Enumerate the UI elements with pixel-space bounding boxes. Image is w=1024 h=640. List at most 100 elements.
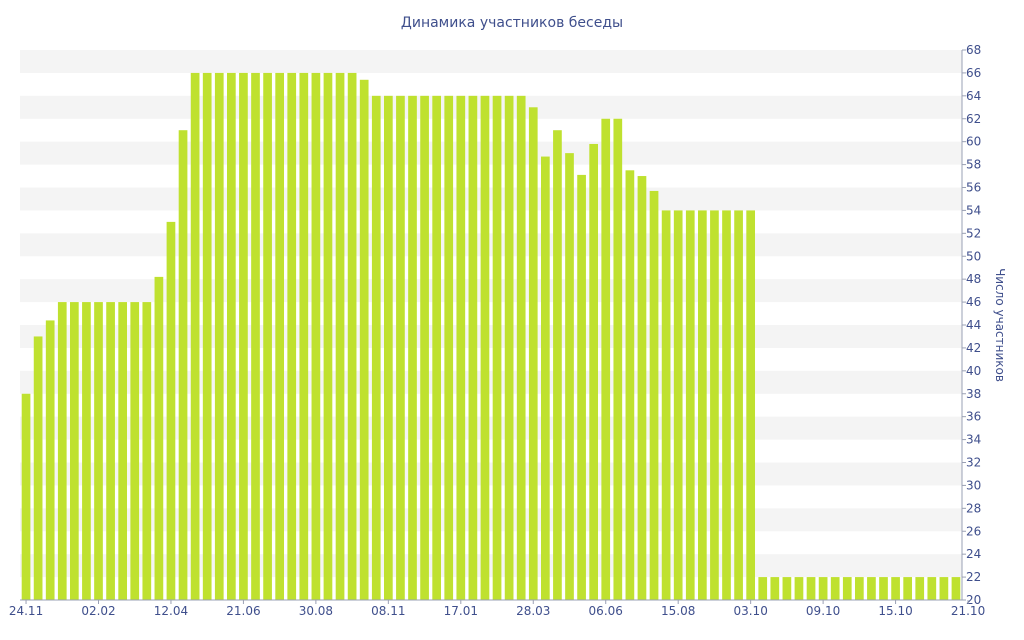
bars [21, 72, 961, 601]
bar [214, 72, 224, 601]
bar [516, 95, 526, 600]
y-tick-label: 38 [966, 387, 981, 401]
grid-band [20, 233, 962, 257]
bar [758, 577, 768, 600]
bar [842, 577, 852, 600]
x-tick-label: 17.01 [444, 604, 478, 618]
bar [903, 577, 913, 600]
bar [82, 302, 91, 600]
bar [202, 72, 212, 601]
bar [166, 221, 176, 601]
y-tick-label: 66 [966, 66, 981, 80]
y-tick-label: 64 [966, 89, 981, 103]
bar [613, 118, 623, 600]
bar [468, 95, 478, 600]
bar [190, 72, 200, 601]
bar [782, 577, 792, 600]
bar [154, 276, 164, 601]
y-tick-label: 28 [966, 501, 981, 515]
y-tick-label: 44 [966, 318, 981, 332]
y-tick-label: 26 [966, 524, 981, 538]
y-tick-label: 56 [966, 181, 981, 195]
bar [734, 210, 743, 601]
bar [178, 130, 188, 600]
x-tick-label: 21.06 [226, 604, 260, 618]
bar [480, 95, 490, 600]
x-tick-label: 03.10 [733, 604, 767, 618]
bar [21, 393, 31, 600]
bar [915, 577, 925, 600]
x-tick-label: 24.11 [9, 604, 43, 618]
y-tick-label: 48 [966, 272, 981, 286]
bar [239, 72, 248, 601]
bar [359, 79, 369, 601]
grid-band [20, 95, 962, 119]
bar [263, 72, 272, 601]
x-tick-label: 21.10 [951, 604, 985, 618]
bar [879, 577, 888, 600]
bar [45, 320, 55, 600]
bar [432, 95, 442, 600]
bar [492, 95, 502, 600]
bar [299, 72, 309, 601]
x-tick-label: 06.06 [589, 604, 623, 618]
bar [335, 72, 345, 601]
x-tick-label: 28.03 [516, 604, 550, 618]
y-tick-label: 22 [966, 570, 981, 584]
y-tick-label: 54 [966, 203, 981, 217]
bar [806, 577, 816, 600]
bar [94, 302, 103, 600]
bar [504, 95, 514, 600]
x-tick-label: 09.10 [806, 604, 840, 618]
x-tick-label: 12.04 [154, 604, 188, 618]
grid-band [20, 187, 962, 211]
y-tick-label: 34 [966, 433, 981, 447]
bar [951, 577, 961, 600]
bar [722, 210, 731, 601]
bar [830, 577, 840, 600]
x-tick-label: 08.11 [371, 604, 405, 618]
x-axis-ticks: 24.11 02.02 12.04 21.06 30.08 08.11 17.01 28.03… [9, 599, 985, 618]
y-tick-label: 40 [966, 364, 981, 378]
bar [794, 577, 804, 600]
bar [130, 302, 140, 600]
bar [118, 302, 128, 600]
bar [867, 577, 876, 600]
bar [625, 170, 635, 600]
y-axis-ticks: 20 22 24 26 28 30 32 34 36 38 40 42 44 46 48 50 52 54 56 58… [961, 43, 981, 607]
bar [456, 95, 466, 600]
bar [57, 302, 67, 600]
bar [891, 577, 900, 600]
y-tick-label: 60 [966, 135, 981, 149]
bar [420, 95, 429, 600]
bar [311, 72, 321, 601]
bar [770, 577, 780, 600]
bar [661, 210, 671, 601]
y-tick-label: 52 [966, 226, 981, 240]
bar [33, 336, 43, 600]
bar [541, 156, 550, 600]
x-tick-label: 15.10 [878, 604, 912, 618]
bar [577, 174, 586, 600]
y-tick-label: 30 [966, 478, 981, 492]
bar [746, 210, 756, 601]
bar [649, 190, 659, 600]
bar [673, 210, 683, 601]
bar [589, 143, 599, 600]
bar [227, 72, 236, 601]
bar [347, 72, 357, 601]
bar [70, 302, 79, 600]
bar [939, 577, 949, 600]
y-tick-label: 62 [966, 112, 981, 126]
bar [371, 95, 381, 600]
y-tick-label: 24 [966, 547, 981, 561]
y-axis-label: Число участников [993, 268, 1007, 382]
y-tick-label: 32 [966, 456, 981, 470]
bar [528, 107, 538, 600]
bar [444, 95, 454, 600]
bar [142, 302, 152, 600]
y-tick-label: 50 [966, 249, 981, 263]
bar [396, 95, 405, 600]
bar [323, 72, 333, 601]
y-tick-label: 58 [966, 158, 981, 172]
